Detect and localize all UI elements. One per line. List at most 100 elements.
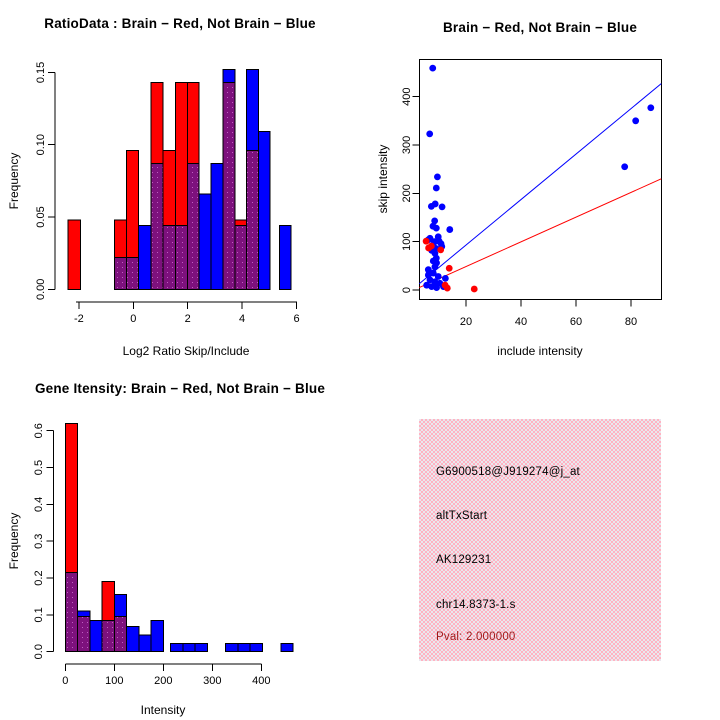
scatter-point-blue bbox=[431, 217, 439, 225]
histogram-bar-blue bbox=[225, 643, 239, 653]
scatter-title: Brain − Red, Not Brain − Blue bbox=[442, 20, 638, 35]
scatter-point-red bbox=[470, 285, 478, 293]
locus-text: chr14.8373-1.s bbox=[436, 599, 516, 611]
y-tick-label: 0.1 bbox=[33, 607, 45, 622]
y-tick-label: 100 bbox=[401, 232, 413, 250]
histogram-bar-blue bbox=[198, 193, 212, 290]
scatter-point-blue bbox=[438, 203, 446, 211]
histogram-bar-overlap bbox=[64, 572, 79, 653]
scatter-point-red bbox=[445, 264, 453, 272]
scatter-point-blue bbox=[434, 173, 441, 181]
y-tick-label: 0.6 bbox=[33, 423, 45, 438]
scatter-point-blue bbox=[647, 104, 655, 112]
scatter-point-blue bbox=[621, 163, 629, 171]
y-tick-label: 200 bbox=[401, 184, 413, 202]
y-tick-label: 0.3 bbox=[33, 534, 45, 549]
y-tick-label: 400 bbox=[401, 87, 413, 105]
histogram-bar-blue bbox=[194, 643, 208, 653]
gene-histogram-title: Gene Itensity: Brain − Red, Not Brain − … bbox=[34, 381, 326, 396]
panel-intensity-scatter: 20 40 60 80 0 100 200 300 400 Brain − Red, Not B… bbox=[360, 0, 720, 360]
x-tick-label: 60 bbox=[570, 316, 582, 328]
histogram-bar-blue bbox=[257, 131, 271, 290]
histogram-bar-blue bbox=[182, 643, 196, 653]
histogram-bar-blue bbox=[210, 162, 224, 290]
scatter-point-red bbox=[422, 237, 430, 245]
accession-text: AK129231 bbox=[436, 554, 492, 566]
histogram-bar-overlap bbox=[162, 225, 176, 290]
x-tick-label: 4 bbox=[239, 313, 245, 325]
histogram-bar-overlap bbox=[187, 162, 200, 290]
histogram-bar-blue bbox=[278, 225, 292, 290]
gene-info-box: G6900518@J919274@j_at altTxStart AK12923… bbox=[419, 419, 661, 661]
x-tick-label: 20 bbox=[460, 316, 472, 328]
intensity-scatter-plot: 20 40 60 80 0 100 200 300 400 bbox=[401, 58, 663, 328]
panel-gene-info: G6900518@J919274@j_at altTxStart AK12923… bbox=[360, 360, 720, 720]
histogram-bar-overlap bbox=[77, 616, 91, 653]
x-tick-label: -2 bbox=[74, 313, 84, 325]
panel-gene-intensity-histogram: 0.0 0.1 0.2 0.3 0.4 0.5 0.6 0 100 200 300 400 Gene … bbox=[0, 360, 360, 720]
x-tick-label: 2 bbox=[185, 313, 191, 325]
plot-box bbox=[418, 58, 663, 300]
scatter-point-blue bbox=[446, 226, 454, 233]
histogram-bar-blue bbox=[150, 619, 164, 653]
scatter-point-red bbox=[443, 284, 451, 292]
y-tick-label: 0.2 bbox=[33, 570, 45, 585]
x-tick-label: 6 bbox=[293, 313, 299, 325]
scatter-ylabel: skip intensity bbox=[376, 144, 390, 214]
pval-text: Pval: 2.000000 bbox=[436, 631, 516, 643]
histogram-bar-overlap bbox=[101, 619, 115, 653]
x-tick-label: 100 bbox=[105, 675, 123, 687]
histogram-bar-overlap bbox=[113, 256, 128, 290]
x-tick-label: 300 bbox=[203, 675, 221, 687]
fit-line-blue bbox=[418, 83, 662, 285]
histogram-bar-overlap bbox=[245, 149, 259, 290]
scatter-point-blue bbox=[429, 64, 437, 72]
y-tick-label: 0.0 bbox=[33, 644, 45, 659]
scatter-point-blue bbox=[424, 266, 432, 274]
histogram-bar-overlap bbox=[174, 225, 189, 290]
x-tick-label: 0 bbox=[62, 675, 68, 687]
histogram-bar-blue bbox=[280, 643, 294, 653]
panel-ratio-histogram: 0.00 0.05 0.10 0.15 -2 0 2 4 6 RatioData : Brain… bbox=[0, 0, 360, 360]
histogram-bar-overlap bbox=[150, 162, 164, 290]
scatter-point-blue bbox=[427, 202, 435, 210]
histogram-bar-blue bbox=[237, 643, 251, 653]
histogram-bar-overlap bbox=[126, 256, 140, 290]
scatter-point-blue bbox=[431, 263, 439, 271]
scatter-point-red bbox=[437, 246, 445, 254]
histogram-bar-overlap bbox=[113, 616, 128, 653]
histogram-bar-blue bbox=[138, 225, 152, 290]
x-tick-label: 40 bbox=[515, 316, 527, 328]
scatter-point-blue bbox=[632, 117, 640, 125]
histogram-bar-blue bbox=[89, 619, 103, 653]
y-tick-label: 0 bbox=[401, 287, 413, 293]
ratio-histogram-plot: 0.00 0.05 0.10 0.15 -2 0 2 4 6 bbox=[35, 62, 300, 325]
scatter-point-blue bbox=[433, 284, 440, 291]
gene-histogram-xlabel: Intensity bbox=[140, 703, 186, 717]
y-tick-label: 0.10 bbox=[35, 134, 47, 155]
scatter-point-blue bbox=[426, 130, 434, 138]
x-tick-label: 80 bbox=[625, 316, 637, 328]
gene-intensity-histogram-plot: 0.0 0.1 0.2 0.3 0.4 0.5 0.6 0 100 200 300 400 bbox=[33, 422, 294, 687]
histogram-bar-blue bbox=[126, 626, 140, 653]
y-tick-label: 0.00 bbox=[35, 279, 47, 300]
y-tick-label: 0.05 bbox=[35, 206, 47, 227]
scatter-xlabel: include intensity bbox=[497, 344, 583, 358]
y-tick-label: 300 bbox=[401, 136, 413, 154]
histogram-bar-red bbox=[67, 219, 81, 290]
histogram-bar-blue bbox=[249, 643, 263, 653]
ratio-histogram-title: RatioData : Brain − Red, Not Brain − Blu… bbox=[44, 16, 316, 31]
scatter-point-blue bbox=[441, 274, 449, 282]
histogram-bar-overlap bbox=[234, 225, 247, 290]
fit-line-red bbox=[419, 178, 662, 289]
x-tick-label: 200 bbox=[154, 675, 172, 687]
y-tick-label: 0.15 bbox=[35, 62, 47, 83]
event-type-text: altTxStart bbox=[436, 510, 488, 522]
scatter-point-blue bbox=[434, 273, 442, 280]
scatter-point-red bbox=[425, 244, 432, 252]
histogram-bar-overlap bbox=[222, 82, 236, 290]
ratio-histogram-xlabel: Log2 Ratio Skip/Include bbox=[122, 344, 250, 358]
ratio-histogram-ylabel: Frequency bbox=[7, 152, 21, 210]
scatter-point-blue bbox=[432, 224, 440, 232]
